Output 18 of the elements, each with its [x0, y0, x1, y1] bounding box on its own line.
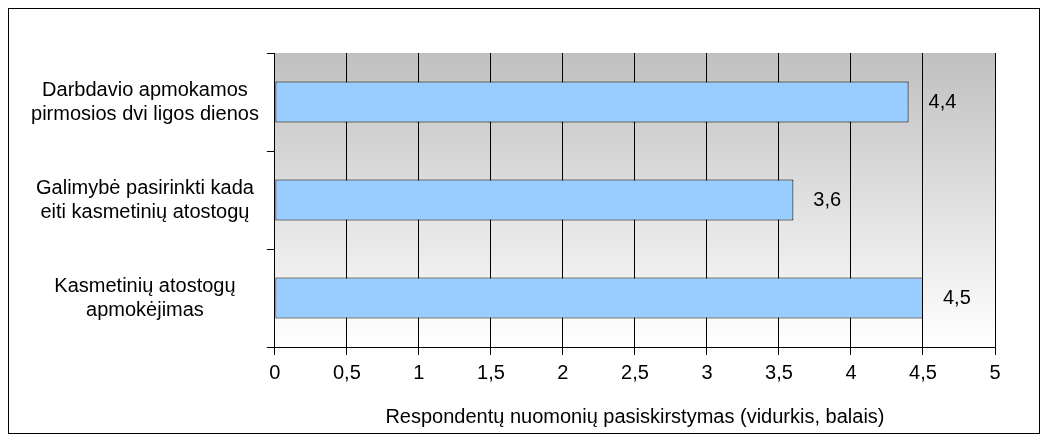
- x-tick-label: 5: [989, 360, 1001, 383]
- x-tick-label: 4,5: [909, 360, 937, 383]
- x-tick-label: 0: [269, 360, 281, 383]
- x-tick-label: 4: [845, 360, 857, 383]
- y-tick-label: Darbdavio apmokamos pirmosios dvi ligos dienos: [31, 77, 259, 124]
- data-label: 4,5: [942, 285, 971, 308]
- x-tick-label: 3,5: [765, 360, 793, 383]
- y-tick-label: Galimybė pasirinkti kada eiti kasmetinių atostogų: [36, 175, 255, 222]
- x-tick-label: 1: [413, 360, 425, 383]
- data-label: 3,6: [813, 187, 842, 210]
- x-tick-label: 1,5: [477, 360, 505, 383]
- x-tick-label: 2: [557, 360, 569, 383]
- y-tick-label: Kasmetinių atostogų apmokėjimas: [54, 273, 236, 320]
- x-tick-label: 2,5: [621, 360, 649, 383]
- x-tick-label: 3: [701, 360, 713, 383]
- x-axis-title: Respondentų nuomonių pasiskirstymas (vidurkis, balais): [385, 404, 885, 427]
- data-label: 4,4: [928, 89, 957, 112]
- x-tick-label: 0,5: [332, 360, 361, 383]
